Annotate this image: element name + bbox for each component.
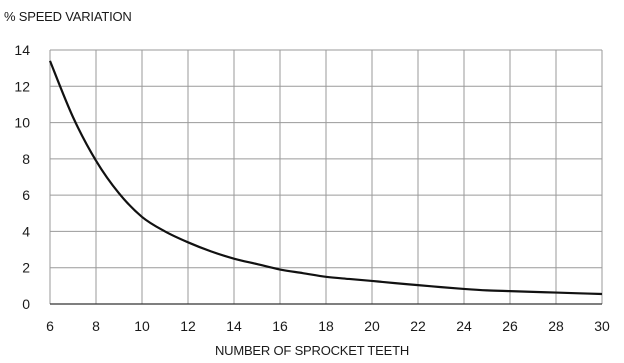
x-tick-label: 14 <box>226 318 242 334</box>
x-tick-label: 6 <box>46 318 54 334</box>
y-tick-label: 8 <box>22 151 30 167</box>
x-tick-label: 10 <box>134 318 150 334</box>
y-axis-title: % SPEED VARIATION <box>4 9 132 24</box>
x-tick-label: 8 <box>92 318 100 334</box>
y-tick-label: 12 <box>14 78 30 94</box>
x-tick-label: 28 <box>548 318 564 334</box>
x-tick-label: 26 <box>502 318 518 334</box>
y-tick-label: 0 <box>22 296 30 312</box>
x-axis-title: NUMBER OF SPROCKET TEETH <box>214 343 410 358</box>
y-tick-label: 2 <box>22 260 30 276</box>
speed-variation-curve <box>48 60 603 296</box>
y-tick-label: 14 <box>14 42 30 58</box>
x-tick-label: 22 <box>410 318 426 334</box>
y-tick-label: 6 <box>22 187 30 203</box>
y-tick-label: 4 <box>22 223 30 239</box>
x-tick-label: 16 <box>272 318 288 334</box>
x-tick-label: 20 <box>364 318 380 334</box>
x-tick-label: 30 <box>594 318 610 334</box>
x-tick-label: 12 <box>180 318 196 334</box>
x-tick-label: 18 <box>318 318 334 334</box>
grid <box>49 49 603 305</box>
x-tick-label: 24 <box>456 318 472 334</box>
y-tick-label: 10 <box>14 115 30 131</box>
